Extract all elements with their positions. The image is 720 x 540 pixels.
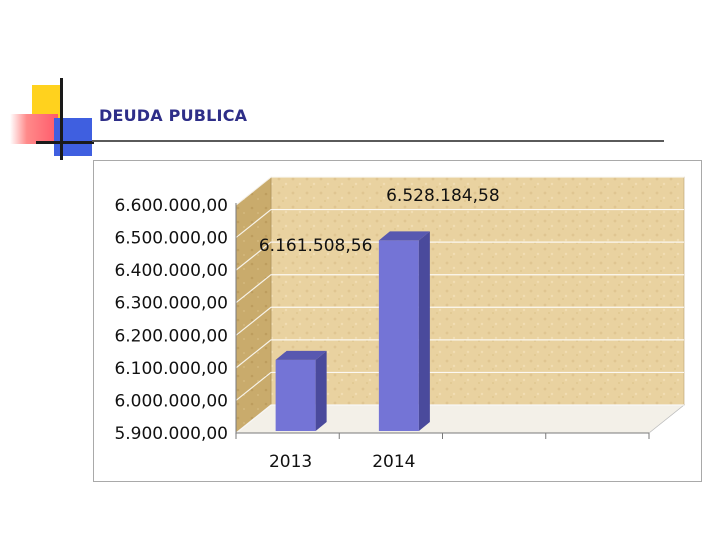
y-tick-label: 6.400.000,00 [114, 261, 228, 281]
bar-2013-front [275, 359, 316, 431]
gridline [235, 339, 684, 369]
bar-2014-top [378, 231, 430, 241]
y-tick-label: 6.100.000,00 [114, 359, 228, 379]
slide-deco-horizontal-line [36, 141, 94, 144]
title-underline [92, 140, 664, 142]
slide-deco-pink-square [10, 114, 58, 144]
chart-back-wall [270, 176, 685, 406]
chart-bars [275, 231, 430, 431]
bar-chart: 5.900.000,00 6.000.000,00 6.100.000,00 6.20… [114, 176, 686, 472]
slide-deco-yellow-square [32, 85, 62, 119]
bar-2013-side [315, 350, 327, 431]
gridline [235, 176, 684, 206]
gridline [235, 208, 684, 239]
gridline [235, 241, 684, 271]
x-tick-label: 2014 [372, 452, 415, 472]
gridline [235, 404, 684, 434]
chart-frame: 5.900.000,00 6.000.000,00 6.100.000,00 6.20… [93, 160, 702, 482]
chart-axes [235, 203, 650, 439]
bar-2013-top [275, 350, 327, 360]
y-tick-label: 6.000.000,00 [114, 391, 228, 411]
data-label: 6.161.508,56 [259, 236, 373, 256]
gridline [235, 274, 684, 304]
gridline [235, 371, 684, 401]
x-tick-label: 2013 [269, 452, 312, 472]
y-tick-label: 5.900.000,00 [114, 424, 228, 444]
chart-side-wall [235, 176, 272, 434]
chart-labels: 5.900.000,00 6.000.000,00 6.100.000,00 6.20… [114, 186, 499, 472]
y-tick-label: 6.200.000,00 [114, 326, 228, 346]
bar-2014-front [378, 240, 419, 431]
chart-gridlines [235, 176, 684, 434]
bar-2014-side [418, 231, 430, 431]
y-tick-label: 6.300.000,00 [114, 294, 228, 314]
data-label: 6.528.184,58 [386, 186, 500, 206]
slide-title: DEUDA PUBLICA [99, 106, 248, 125]
y-tick-label: 6.600.000,00 [114, 196, 228, 216]
y-tick-label: 6.500.000,00 [114, 229, 228, 249]
gridline [235, 306, 684, 336]
slide-deco-vertical-line [60, 78, 63, 160]
